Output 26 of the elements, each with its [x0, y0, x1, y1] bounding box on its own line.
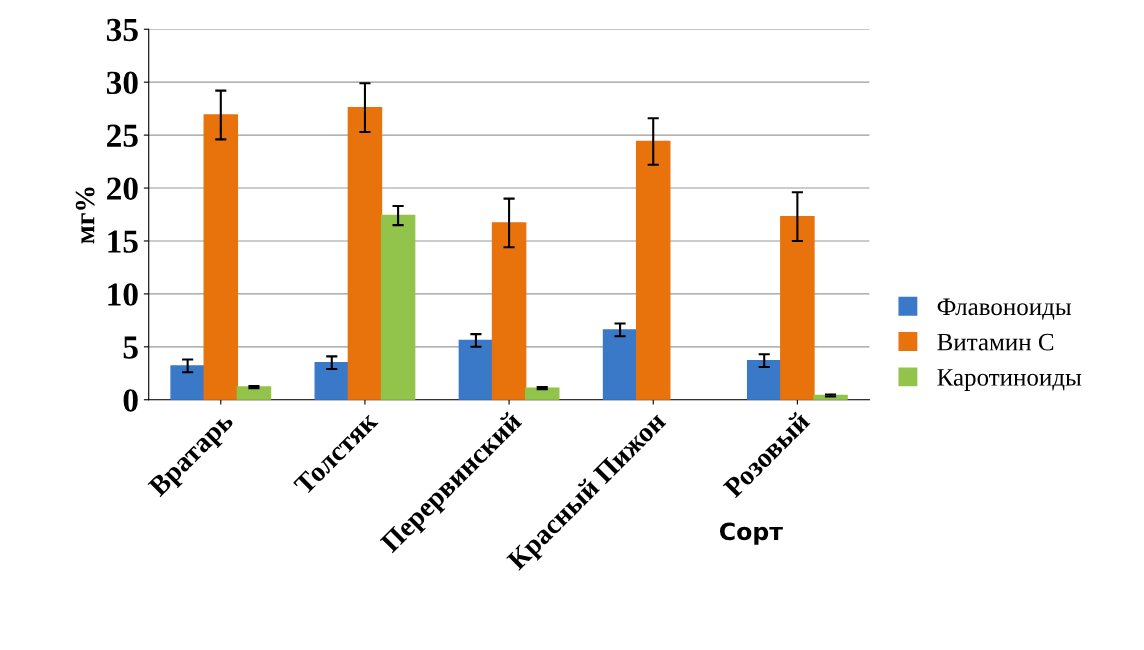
bar: [203, 114, 239, 400]
bar: [380, 214, 416, 400]
bar: [491, 222, 527, 400]
x-axis-title: Сорт: [720, 522, 783, 545]
y-tick-label: 5: [123, 336, 138, 359]
y-tick-label: 10: [108, 283, 138, 306]
bar: [746, 359, 782, 400]
bar: [314, 362, 350, 400]
y-tick-label: 25: [107, 124, 138, 147]
bar: [347, 106, 383, 400]
legend-label: Флавоноиды: [937, 298, 1072, 320]
bar: [602, 329, 638, 400]
legend-label: Витамин С: [937, 333, 1054, 351]
bar: [458, 339, 494, 400]
bar: [236, 386, 272, 400]
y-tick-label: 15: [108, 230, 138, 253]
y-tick-label: 20: [107, 177, 138, 200]
bar: [524, 387, 560, 400]
bar: [780, 215, 815, 400]
y-tick-label: 0: [123, 389, 138, 412]
bar: [170, 365, 205, 400]
bar: [635, 140, 671, 400]
y-tick-label: 30: [106, 71, 138, 95]
y-tick-label: 35: [106, 18, 138, 42]
legend-label: Каротиноиды: [937, 369, 1082, 391]
y-axis-title: мг%: [75, 187, 95, 244]
